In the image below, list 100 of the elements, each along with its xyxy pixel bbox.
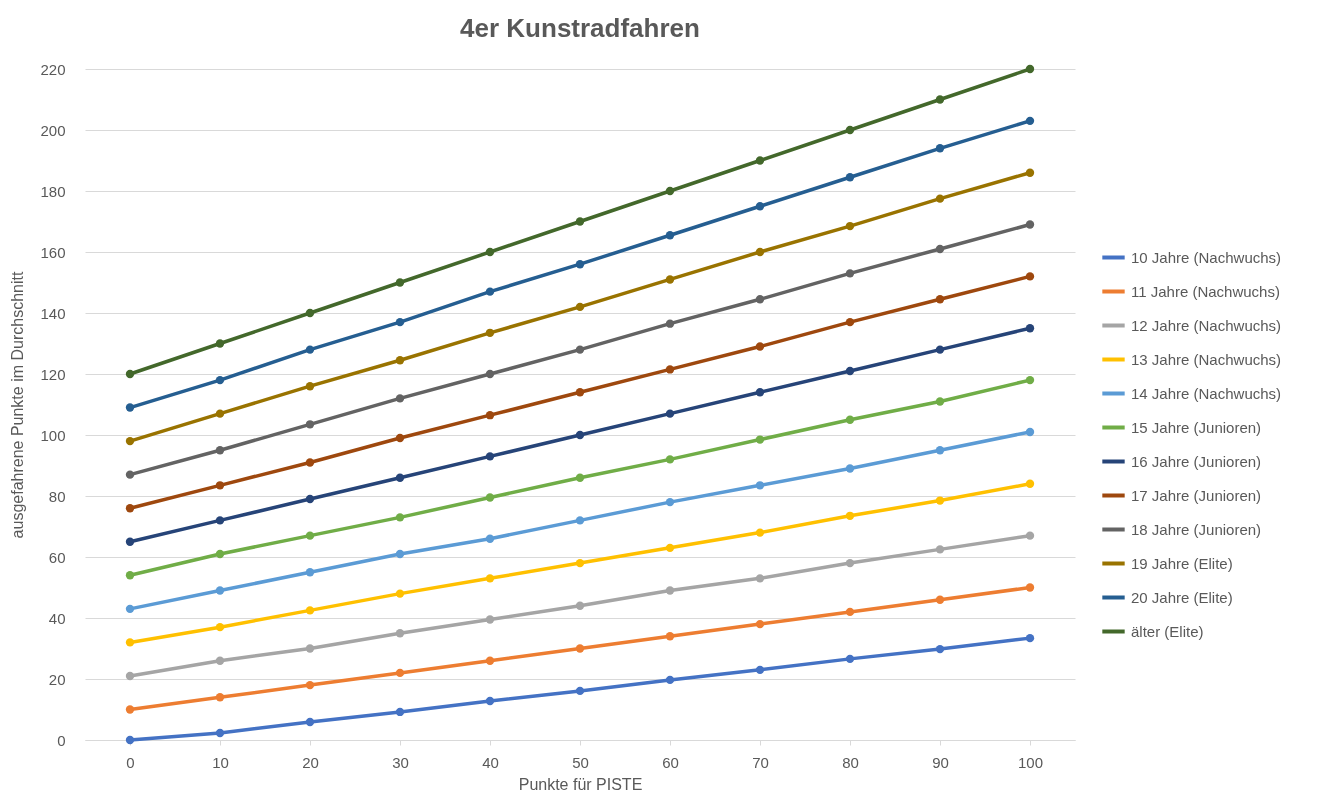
point: [935, 244, 945, 254]
point: [845, 269, 855, 278]
point: [125, 403, 135, 412]
point: [305, 717, 315, 727]
point: [215, 481, 225, 490]
x-tick-label: 30: [392, 753, 409, 771]
point: [305, 568, 315, 577]
point: [575, 302, 585, 312]
legend-label: 14 Jahre (Nachwuchs): [1131, 384, 1282, 402]
point: [215, 656, 225, 665]
point: [395, 589, 405, 598]
point: [395, 356, 405, 365]
point: [665, 231, 675, 240]
point: [215, 516, 225, 525]
point: [125, 571, 135, 580]
point: [395, 433, 405, 443]
point: [935, 545, 945, 554]
point: [395, 317, 405, 327]
point: [485, 534, 495, 543]
point: [575, 558, 585, 568]
point: [755, 342, 765, 351]
legend-label: 10 Jahre (Nachwuchs): [1131, 248, 1282, 266]
y-tick-label: 120: [40, 365, 66, 383]
point: [665, 319, 675, 328]
point: [125, 369, 135, 379]
point: [665, 455, 675, 464]
point: [755, 295, 765, 304]
point: [305, 420, 315, 429]
point: [395, 473, 405, 482]
point: [305, 531, 315, 540]
point: [305, 308, 315, 318]
point: [755, 202, 765, 211]
point: [1025, 531, 1035, 540]
x-tick-label: 40: [482, 753, 499, 771]
point: [575, 516, 585, 525]
point: [665, 409, 675, 418]
point: [845, 221, 855, 231]
point: [485, 452, 495, 461]
point: [935, 446, 945, 455]
point: [845, 415, 855, 424]
point: [755, 665, 765, 675]
point: [575, 473, 585, 482]
point: [575, 217, 585, 226]
point: [935, 194, 945, 203]
chart-title: 4er Kunstradfahren: [460, 13, 700, 43]
point: [125, 735, 135, 745]
point: [125, 638, 135, 647]
point: [395, 278, 405, 287]
point: [1025, 220, 1035, 229]
point: [575, 644, 585, 653]
point: [845, 654, 855, 664]
point: [485, 656, 495, 665]
point: [215, 693, 225, 702]
y-tick-label: 80: [48, 487, 66, 505]
point: [395, 707, 405, 717]
x-tick-label: 60: [662, 753, 679, 771]
point: [845, 511, 855, 520]
point: [755, 619, 765, 629]
point: [935, 644, 945, 654]
point: [215, 622, 225, 632]
legend-label: 16 Jahre (Junioren): [1131, 452, 1262, 470]
point: [125, 537, 135, 546]
point: [1025, 324, 1035, 333]
point: [305, 458, 315, 467]
point: [665, 632, 675, 641]
point: [1025, 633, 1035, 643]
point: [755, 247, 765, 257]
point: [755, 435, 765, 444]
point: [665, 543, 675, 553]
point: [305, 382, 315, 391]
point: [395, 629, 405, 638]
legend-label: 13 Jahre (Nachwuchs): [1131, 350, 1282, 368]
point: [485, 287, 495, 296]
y-tick-label: 180: [40, 182, 66, 200]
point: [665, 365, 675, 374]
point: [1025, 583, 1035, 592]
point: [125, 671, 135, 681]
y-tick-label: 140: [40, 304, 66, 322]
y-tick-label: 40: [48, 609, 66, 627]
y-tick-label: 60: [48, 548, 66, 566]
point: [665, 497, 675, 507]
point: [665, 186, 675, 196]
point: [755, 481, 765, 490]
x-tick-label: 0: [126, 753, 135, 771]
point: [215, 549, 225, 559]
point: [305, 345, 315, 354]
x-tick-label: 10: [212, 753, 229, 771]
point: [305, 494, 315, 504]
y-axis-title: ausgefahrene Punkte im Durchschnitt: [9, 271, 27, 539]
point: [845, 317, 855, 327]
point: [215, 409, 225, 418]
legend-label: 19 Jahre (Elite): [1131, 554, 1233, 572]
point: [845, 464, 855, 473]
point: [845, 173, 855, 182]
point: [215, 586, 225, 595]
legend-label: 18 Jahre (Junioren): [1131, 520, 1262, 538]
point: [575, 388, 585, 397]
x-axis-title: Punkte für PISTE: [518, 775, 643, 793]
point: [575, 430, 585, 440]
point: [125, 705, 135, 714]
